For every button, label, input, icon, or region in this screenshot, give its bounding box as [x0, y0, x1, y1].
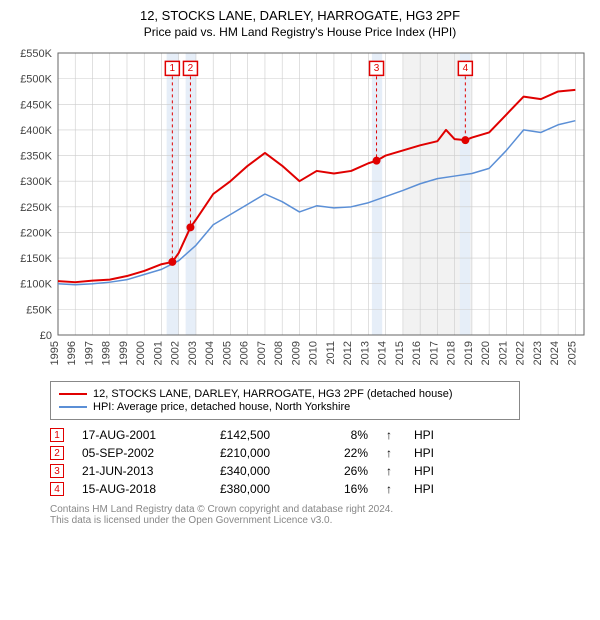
sale-date: 15-AUG-2018: [82, 482, 202, 496]
svg-text:£300K: £300K: [20, 176, 52, 188]
svg-text:2008: 2008: [273, 341, 285, 365]
svg-text:2004: 2004: [204, 341, 216, 365]
sale-ref: HPI: [414, 464, 444, 478]
svg-text:2007: 2007: [256, 341, 268, 365]
chart-subtitle: Price paid vs. HM Land Registry's House …: [8, 25, 592, 39]
svg-text:2006: 2006: [239, 341, 251, 365]
legend: 12, STOCKS LANE, DARLEY, HARROGATE, HG3 …: [50, 381, 520, 420]
sale-pct: 8%: [328, 428, 368, 442]
sale-row: 2 05-SEP-2002 £210,000 22% ↑ HPI: [50, 446, 592, 460]
svg-text:2003: 2003: [187, 341, 199, 365]
svg-text:£350K: £350K: [20, 151, 52, 163]
chart-area: £0 £50K £100K £150K £200K £250K £300K £350K £400…: [8, 45, 592, 375]
sale-price: £380,000: [220, 482, 310, 496]
svg-text:2012: 2012: [342, 341, 354, 365]
arrow-up-icon: ↑: [386, 482, 396, 496]
svg-text:£0: £0: [40, 330, 52, 342]
sale-marker: 1: [50, 428, 64, 442]
sale-marker: 2: [50, 446, 64, 460]
legend-swatch: [59, 406, 87, 408]
svg-text:2017: 2017: [428, 341, 440, 365]
sale-date: 21-JUN-2013: [82, 464, 202, 478]
sale-marker: 3: [50, 464, 64, 478]
svg-text:£100K: £100K: [20, 279, 52, 291]
sale-pct: 16%: [328, 482, 368, 496]
svg-text:2011: 2011: [325, 341, 337, 365]
svg-text:2000: 2000: [135, 341, 147, 365]
footer-line-2: This data is licensed under the Open Gov…: [50, 515, 592, 526]
svg-text:2021: 2021: [497, 341, 509, 365]
svg-text:1998: 1998: [101, 341, 113, 365]
svg-text:£500K: £500K: [20, 74, 52, 86]
svg-text:2: 2: [188, 63, 194, 74]
svg-text:2025: 2025: [566, 341, 578, 365]
arrow-up-icon: ↑: [386, 464, 396, 478]
sale-pct: 22%: [328, 446, 368, 460]
svg-text:2009: 2009: [290, 341, 302, 365]
svg-text:2001: 2001: [152, 341, 164, 365]
svg-text:£200K: £200K: [20, 227, 52, 239]
legend-label: HPI: Average price, detached house, Nort…: [93, 401, 350, 413]
sale-ref: HPI: [414, 446, 444, 460]
svg-text:2010: 2010: [308, 341, 320, 365]
sale-date: 05-SEP-2002: [82, 446, 202, 460]
legend-item: 12, STOCKS LANE, DARLEY, HARROGATE, HG3 …: [59, 388, 511, 400]
sale-ref: HPI: [414, 482, 444, 496]
sale-price: £210,000: [220, 446, 310, 460]
svg-text:2013: 2013: [359, 341, 371, 365]
svg-text:2015: 2015: [394, 341, 406, 365]
svg-text:£250K: £250K: [20, 202, 52, 214]
sale-price: £142,500: [220, 428, 310, 442]
line-chart: £0 £50K £100K £150K £200K £250K £300K £350K £400…: [8, 45, 592, 375]
svg-text:2019: 2019: [463, 341, 475, 365]
sales-table: 1 17-AUG-2001 £142,500 8% ↑ HPI 2 05-SEP-2002 £2…: [50, 428, 592, 496]
svg-text:£50K: £50K: [26, 304, 52, 316]
svg-text:£450K: £450K: [20, 99, 52, 111]
svg-text:1997: 1997: [83, 341, 95, 365]
svg-text:1999: 1999: [118, 341, 130, 365]
legend-label: 12, STOCKS LANE, DARLEY, HARROGATE, HG3 …: [93, 388, 452, 400]
svg-text:2016: 2016: [411, 341, 423, 365]
footer-line-1: Contains HM Land Registry data © Crown c…: [50, 504, 592, 515]
sale-ref: HPI: [414, 428, 444, 442]
arrow-up-icon: ↑: [386, 428, 396, 442]
sale-row: 1 17-AUG-2001 £142,500 8% ↑ HPI: [50, 428, 592, 442]
svg-text:1996: 1996: [66, 341, 78, 365]
svg-text:1: 1: [170, 63, 176, 74]
svg-text:£400K: £400K: [20, 125, 52, 137]
svg-text:2018: 2018: [446, 341, 458, 365]
svg-text:2005: 2005: [221, 341, 233, 365]
sale-price: £340,000: [220, 464, 310, 478]
svg-text:2022: 2022: [515, 341, 527, 365]
svg-text:1995: 1995: [49, 341, 61, 365]
footer-attribution: Contains HM Land Registry data © Crown c…: [50, 504, 592, 526]
sale-marker: 4: [50, 482, 64, 496]
sale-row: 4 15-AUG-2018 £380,000 16% ↑ HPI: [50, 482, 592, 496]
svg-text:2023: 2023: [532, 341, 544, 365]
svg-text:2014: 2014: [377, 341, 389, 365]
sale-date: 17-AUG-2001: [82, 428, 202, 442]
legend-item: HPI: Average price, detached house, Nort…: [59, 401, 511, 413]
arrow-up-icon: ↑: [386, 446, 396, 460]
chart-title: 12, STOCKS LANE, DARLEY, HARROGATE, HG3 …: [8, 8, 592, 23]
svg-text:2020: 2020: [480, 341, 492, 365]
svg-text:£550K: £550K: [20, 48, 52, 60]
svg-text:£150K: £150K: [20, 253, 52, 265]
legend-swatch: [59, 393, 87, 395]
sale-pct: 26%: [328, 464, 368, 478]
svg-text:4: 4: [463, 63, 469, 74]
svg-text:3: 3: [374, 63, 380, 74]
sale-row: 3 21-JUN-2013 £340,000 26% ↑ HPI: [50, 464, 592, 478]
svg-text:2024: 2024: [549, 341, 561, 365]
svg-text:2002: 2002: [170, 341, 182, 365]
